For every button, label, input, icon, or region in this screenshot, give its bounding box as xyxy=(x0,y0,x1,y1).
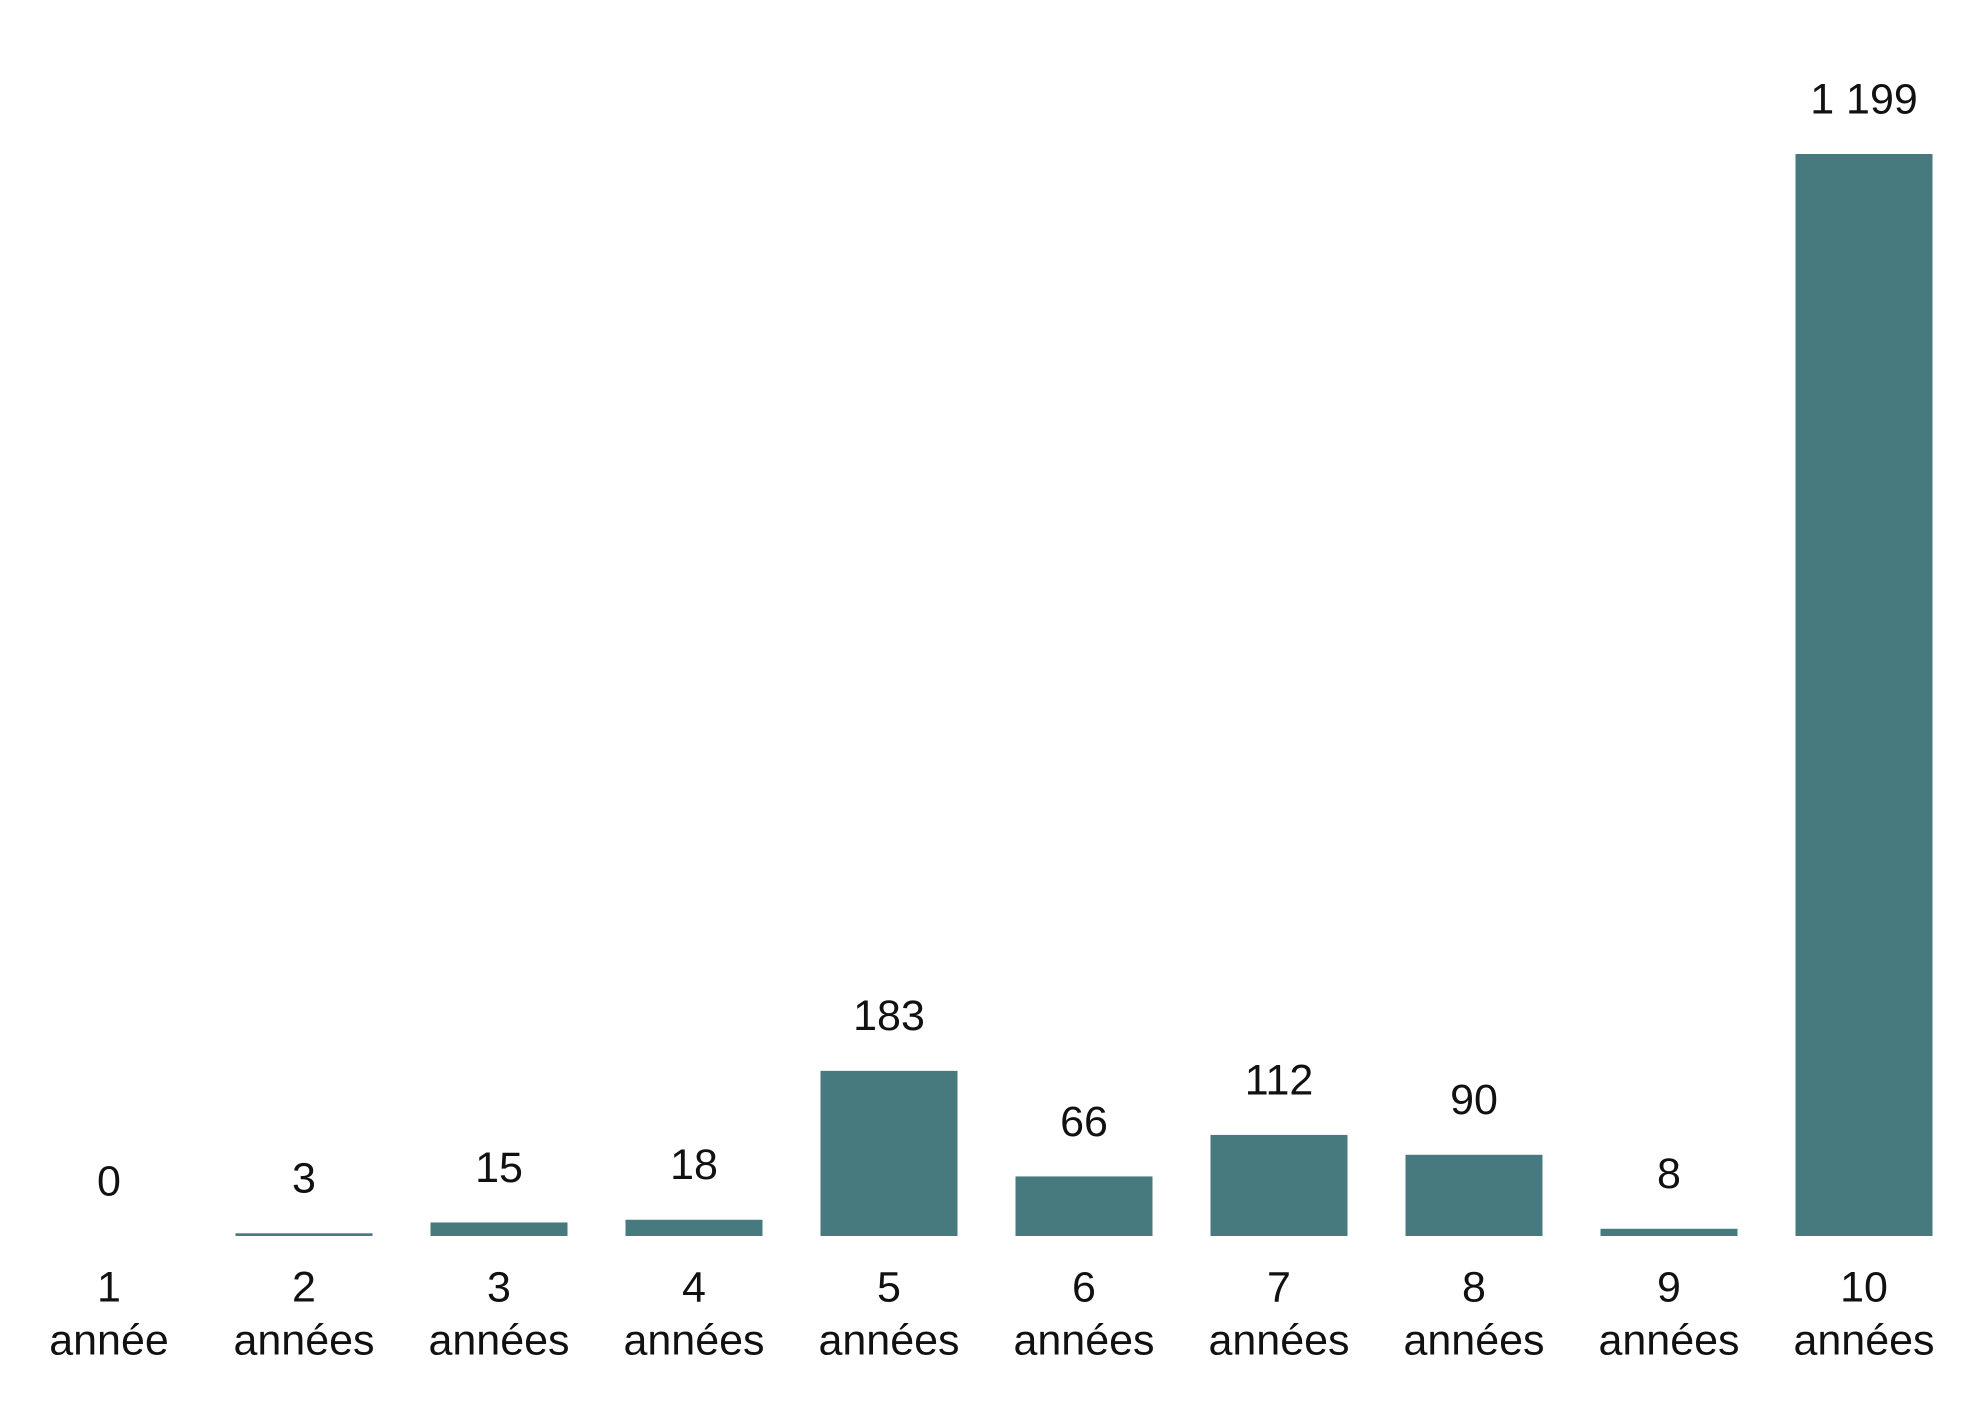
bar xyxy=(1210,1134,1348,1236)
x-tick-label: 6 xyxy=(1072,1263,1096,1311)
x-tick-label: 8 xyxy=(1462,1263,1486,1311)
x-tick-label: années xyxy=(623,1316,764,1364)
x-tick-label: années xyxy=(428,1316,569,1364)
bar xyxy=(1600,1228,1738,1236)
x-tick-label: 2 xyxy=(292,1263,316,1311)
value-label: 8 xyxy=(1657,1150,1681,1198)
value-label: 15 xyxy=(475,1144,523,1192)
x-tick-label: 4 xyxy=(682,1263,706,1311)
x-tick-label: années xyxy=(818,1316,959,1364)
x-tick-label: années xyxy=(1598,1316,1739,1364)
bar xyxy=(1795,154,1933,1236)
x-tick-label: années xyxy=(1208,1316,1349,1364)
x-tick-label: année xyxy=(49,1316,169,1364)
value-label: 3 xyxy=(292,1155,316,1203)
x-tick-label: 5 xyxy=(877,1263,901,1311)
bar xyxy=(235,1233,373,1236)
bar xyxy=(1405,1154,1543,1236)
value-label: 183 xyxy=(853,992,925,1040)
bar xyxy=(1015,1176,1153,1236)
x-tick-label: 1 xyxy=(97,1263,121,1311)
value-label: 0 xyxy=(97,1157,121,1205)
x-tick-label: 9 xyxy=(1657,1263,1681,1311)
value-label: 112 xyxy=(1245,1056,1314,1104)
x-tick-label: 10 xyxy=(1840,1263,1888,1311)
value-label: 18 xyxy=(670,1141,718,1189)
x-tick-label: années xyxy=(1403,1316,1544,1364)
value-label: 1 199 xyxy=(1810,75,1918,123)
x-tick-label: années xyxy=(1013,1316,1154,1364)
value-label: 66 xyxy=(1060,1098,1108,1146)
value-label: 90 xyxy=(1450,1076,1498,1124)
x-tick-label: années xyxy=(1793,1316,1934,1364)
x-tick-label: 7 xyxy=(1267,1263,1291,1311)
x-tick-label: 3 xyxy=(487,1263,511,1311)
x-tick-label: années xyxy=(233,1316,374,1364)
bar xyxy=(820,1070,958,1236)
bar xyxy=(430,1222,568,1236)
bar xyxy=(625,1219,763,1236)
